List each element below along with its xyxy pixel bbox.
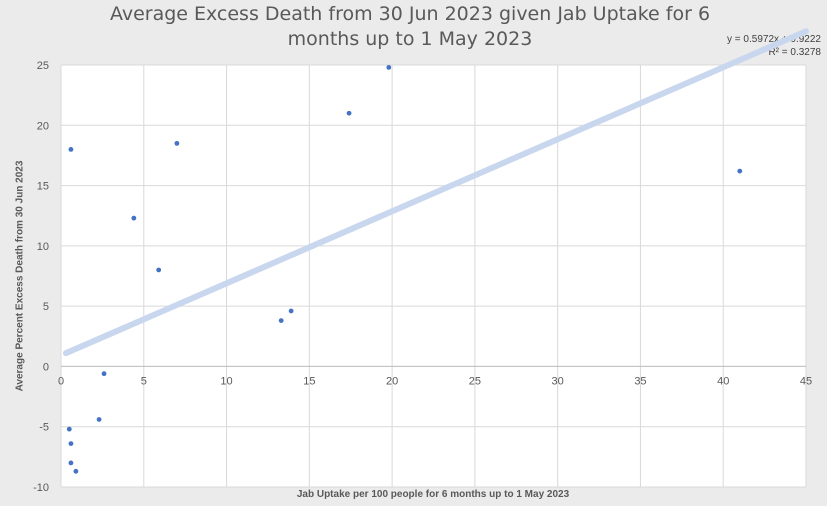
data-point bbox=[68, 441, 74, 446]
y-tick-label: 5 bbox=[43, 301, 49, 313]
chart-title-line-1: Average Excess Death from 30 Jun 2023 gi… bbox=[109, 3, 711, 25]
data-point bbox=[278, 318, 284, 324]
trendline-r-squared: R² = 0.3278 bbox=[768, 47, 821, 58]
x-tick-label: 5 bbox=[141, 375, 147, 387]
data-point bbox=[156, 267, 162, 273]
x-tick-label: 10 bbox=[220, 375, 232, 387]
chart-title-line-2: months up to 1 May 2023 bbox=[287, 28, 533, 50]
y-tick-label: 0 bbox=[43, 361, 49, 373]
x-tick-label: 25 bbox=[469, 375, 481, 387]
x-axis-label: Jab Uptake per 100 people for 6 months u… bbox=[296, 489, 570, 500]
data-point bbox=[66, 426, 72, 432]
x-tick-label: 0 bbox=[58, 375, 64, 387]
data-point bbox=[131, 215, 137, 221]
x-tick-label: 20 bbox=[386, 375, 398, 387]
data-point bbox=[386, 65, 392, 70]
data-point bbox=[73, 468, 79, 474]
data-point bbox=[174, 140, 180, 146]
data-point bbox=[346, 110, 352, 116]
chart-title: Average Excess Death from 30 Jun 2023 gi… bbox=[60, 2, 760, 52]
data-point bbox=[68, 460, 74, 466]
data-point bbox=[101, 371, 107, 377]
y-tick-label: 15 bbox=[37, 181, 49, 193]
plot-background bbox=[61, 65, 806, 487]
data-point bbox=[288, 308, 294, 314]
x-tick-label: 35 bbox=[634, 375, 646, 387]
data-point bbox=[96, 417, 102, 422]
data-point bbox=[737, 168, 743, 174]
trendline bbox=[62, 28, 809, 357]
data-point bbox=[68, 147, 74, 152]
y-tick-label: -5 bbox=[39, 422, 49, 434]
x-tick-label: 15 bbox=[303, 375, 315, 387]
x-tick-label: 30 bbox=[552, 375, 564, 387]
y-tick-label: 10 bbox=[37, 241, 49, 253]
y-tick-label: 20 bbox=[37, 120, 49, 132]
trendline-label: y = 0.5972x + 0.9222 R² = 0.3278 bbox=[641, 33, 821, 59]
x-tick-label: 40 bbox=[717, 375, 729, 387]
x-tick-label: 45 bbox=[800, 375, 812, 387]
trendline-equation: y = 0.5972x + 0.9222 bbox=[727, 34, 821, 45]
y-tick-label: -10 bbox=[33, 482, 49, 494]
y-tick-label: 25 bbox=[37, 60, 49, 72]
